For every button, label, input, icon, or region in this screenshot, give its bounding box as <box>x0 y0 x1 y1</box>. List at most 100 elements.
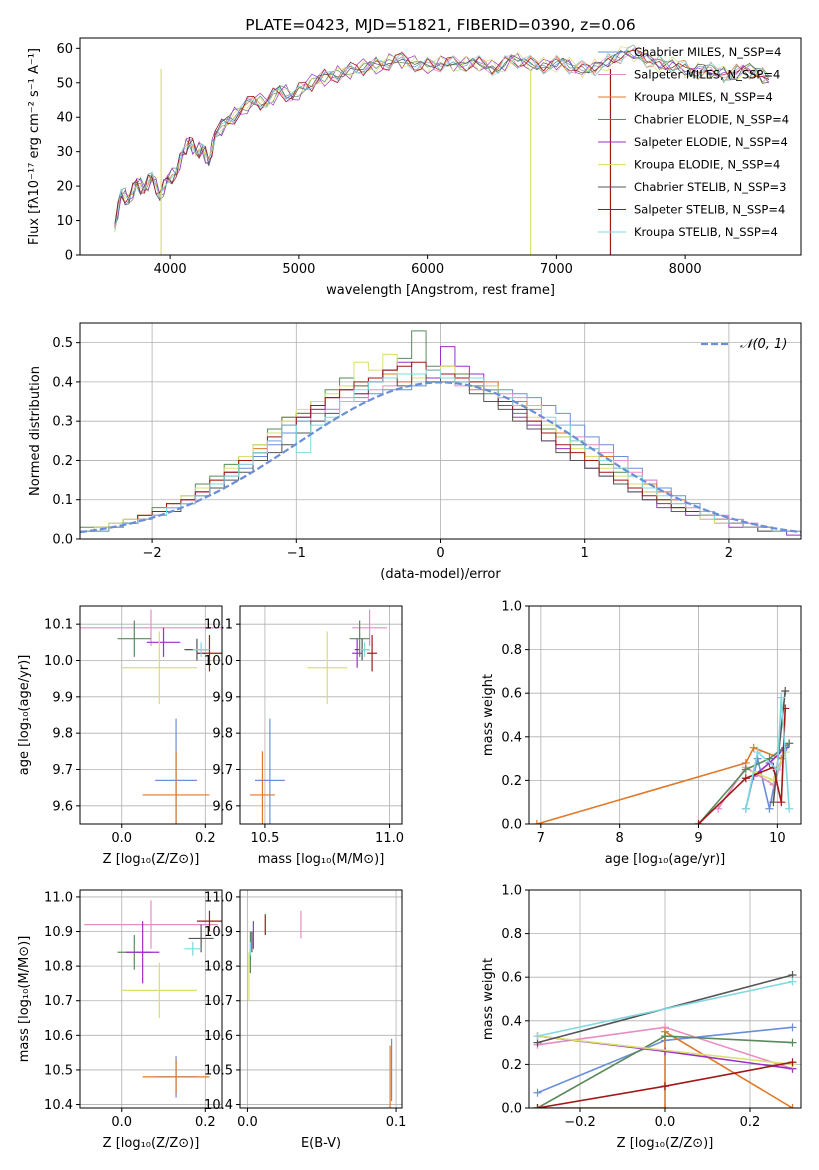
weight-marker <box>741 804 750 813</box>
x-axis-label: age [log₁₀(age/yr)] <box>605 852 726 867</box>
y-tick-label: 10.5 <box>204 1063 233 1078</box>
weight-line <box>537 1030 793 1108</box>
y-tick-label: 0.0 <box>52 533 73 548</box>
x-tick-label: 10.5 <box>250 831 279 846</box>
weight-line <box>537 1035 793 1066</box>
weight-marker <box>785 739 794 748</box>
y-tick-label: 9.9 <box>212 690 233 705</box>
mass-weight-vs-metallicity-panel: −0.2 0.0 0.2 0.0 0.2 0.4 0.6 0.8 1.0 Z [log₁₀(Z/Z… <box>481 884 802 1151</box>
weight-marker <box>533 1104 542 1108</box>
y-tick-label: 60 <box>56 42 73 57</box>
axes-frame <box>79 605 223 825</box>
x-tick-label: −0.2 <box>564 1115 596 1130</box>
x-tick-label: 6000 <box>411 262 444 277</box>
x-tick-label: 0.2 <box>195 831 216 846</box>
y-tick-label: 9.8 <box>52 727 73 742</box>
legend-label: Chabrier MILES, N_SSP=4 <box>634 45 781 59</box>
weight-marker <box>741 774 750 783</box>
y-tick-label: 9.6 <box>212 799 233 814</box>
y-tick-label: 0.2 <box>501 1058 522 1073</box>
weight-line <box>697 708 786 824</box>
legend-label: Salpeter ELODIE, N_SSP=4 <box>634 135 788 149</box>
legend-label: Chabrier STELIB, N_SSP=3 <box>634 180 786 194</box>
y-tick-label: 0.5 <box>52 336 73 351</box>
plot-area <box>248 910 393 1108</box>
x-axis-label: Z [log₁₀(Z/Z⊙)] <box>103 1136 200 1151</box>
legend-label: Kroupa MILES, N_SSP=4 <box>634 90 773 104</box>
x-tick-label: 1 <box>581 546 589 561</box>
x-tick-label: 7 <box>537 831 545 846</box>
y-tick-label: 0 <box>65 249 73 264</box>
plot-area <box>533 971 797 1108</box>
weight-marker <box>765 804 774 813</box>
y-axis-label: Flux [fλ10⁻¹⁷ erg cm⁻² s⁻¹ A⁻¹] <box>27 48 42 245</box>
y-tick-label: 9.7 <box>52 763 73 778</box>
x-axis-label: (data-model)/error <box>380 567 501 582</box>
plot-area <box>80 609 222 824</box>
x-tick-label: 10 <box>769 831 786 846</box>
y-tick-label: 10 <box>56 214 73 229</box>
plot-area <box>80 330 801 536</box>
plot-area <box>114 44 770 255</box>
axes-frame <box>239 889 403 1109</box>
y-tick-label: 1.0 <box>501 600 522 615</box>
x-axis-label: mass [log₁₀(M/M⊙)] <box>258 852 385 867</box>
x-tick-label: 2 <box>725 546 733 561</box>
weight-marker <box>753 748 762 757</box>
y-tick-label: 10.1 <box>44 618 73 633</box>
weight-marker <box>661 1032 669 1041</box>
x-tick-label: −2 <box>143 546 162 561</box>
y-tick-label: 0.2 <box>52 454 73 469</box>
y-tick-label: 9.6 <box>52 799 73 814</box>
mass-vs-ebv-panel: 0.0 0.1 10.4 10.5 10.6 10.7 10.8 10.9 11.0 E(B-V) <box>204 889 406 1151</box>
weight-marker <box>532 820 541 824</box>
spectrum-line <box>114 44 770 230</box>
axes-frame <box>528 605 802 825</box>
age-vs-mass-panel: 10.5 11.0 9.6 9.7 9.8 9.9 10.0 10.1 mass [log₁₀(… <box>204 605 404 867</box>
age-vs-metallicity-panel: 0.0 0.2 9.6 9.7 9.8 9.9 10.0 10.1 Z [log₁₀(Z/Z⊙)… <box>17 605 223 867</box>
y-tick-label: 0.2 <box>501 774 522 789</box>
x-axis-label: Z [log₁₀(Z/Z⊙)] <box>617 1136 714 1151</box>
y-tick-label: 0.6 <box>501 971 522 986</box>
y-tick-label: 9.7 <box>212 763 233 778</box>
x-tick-label: 7000 <box>540 262 573 277</box>
plot-area <box>249 609 388 824</box>
x-tick-label: 4000 <box>154 262 187 277</box>
spectrum-line <box>114 50 769 230</box>
plot-area <box>532 687 794 824</box>
weight-line <box>717 751 786 810</box>
x-tick-label: 9 <box>694 831 702 846</box>
y-tick-label: 10.7 <box>204 994 233 1009</box>
x-axis-label: wavelength [Angstrom, rest frame] <box>326 283 555 298</box>
weight-marker <box>533 1032 542 1041</box>
weight-marker <box>781 687 790 696</box>
weight-marker <box>769 798 778 807</box>
y-tick-label: 0.3 <box>52 415 73 430</box>
legend: 𝒩(0, 1) <box>701 337 787 352</box>
weight-marker <box>788 1038 797 1047</box>
y-tick-label: 10.1 <box>204 618 233 633</box>
x-tick-label: 0.0 <box>655 1115 676 1130</box>
weight-marker <box>741 765 750 774</box>
mass-vs-metallicity-panel: 0.0 0.2 10.4 10.5 10.6 10.7 10.8 10.9 11.0 Z [log… <box>17 889 223 1151</box>
weight-marker <box>533 1088 542 1097</box>
y-tick-label: 10.0 <box>44 654 73 669</box>
y-tick-label: 40 <box>56 111 73 126</box>
weight-line <box>537 980 793 1037</box>
plot-area <box>84 900 222 1098</box>
weight-marker <box>773 765 782 774</box>
histogram-step <box>80 369 801 532</box>
x-axis-label: Z [log₁₀(Z/Z⊙)] <box>103 852 200 867</box>
y-tick-label: 10.9 <box>204 925 233 940</box>
y-tick-label: 0.6 <box>501 687 522 702</box>
weight-marker <box>661 1082 669 1091</box>
y-tick-label: 1.0 <box>501 884 522 899</box>
legend: Chabrier MILES, N_SSP=4 Salpeter MILES, N… <box>598 45 789 239</box>
y-tick-label: 50 <box>56 76 73 91</box>
y-tick-label: 20 <box>56 180 73 195</box>
weight-marker <box>749 743 758 752</box>
legend-label: Salpeter STELIB, N_SSP=4 <box>634 203 785 217</box>
y-axis-label: age [log₁₀(age/yr)] <box>17 655 32 776</box>
y-tick-label: 0.4 <box>501 1014 522 1029</box>
